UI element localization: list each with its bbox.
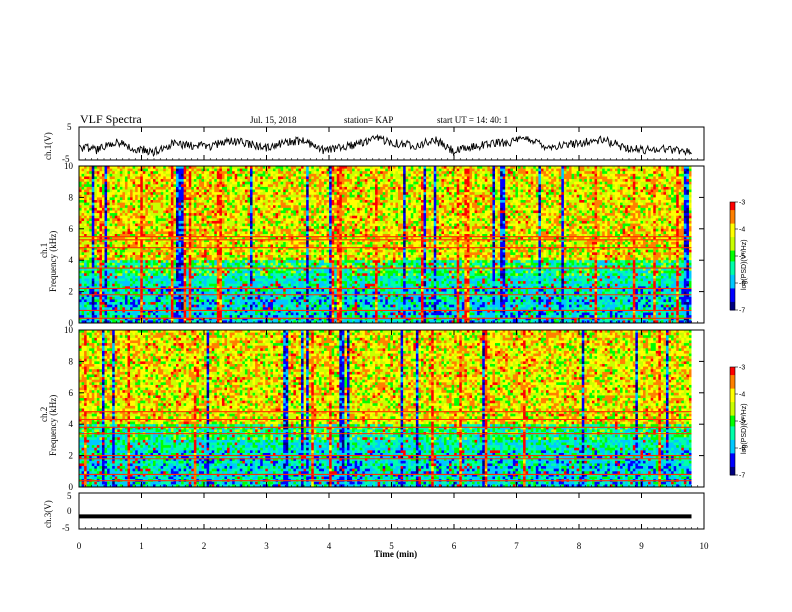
ch1-voltage-ylabel: ch.1(V) (43, 132, 53, 160)
ch2-ytick-label: 4 (69, 419, 74, 429)
start-time-label: start UT = 14: 40: 1 (437, 115, 508, 125)
ch2-colorbar-tick: -3 (739, 365, 745, 372)
ch2-ytick-label: 2 (69, 451, 74, 461)
ch1-ytick-label: 4 (69, 255, 74, 265)
ch3-voltage-panel: 5 0 -5 ch.3(V) (43, 491, 704, 533)
ch2-ytick-label: 8 (69, 356, 74, 366)
ch1-ytick-label: 2 (69, 287, 74, 297)
date-label: Jul. 15, 2018 (250, 115, 297, 125)
ch1-colorbar-label: log(PSD)(V²/Hz) (741, 239, 748, 290)
ch1-colorbar-tick: -3 (739, 200, 745, 207)
ch2-ytick-label: 10 (64, 325, 74, 335)
time-tick-label: 10 (700, 541, 710, 551)
ch3-ytick-mid: 0 (67, 506, 72, 516)
ch2-colorbar-tick: -4 (739, 392, 745, 399)
time-tick-label: 0 (77, 541, 82, 551)
time-tick-label: 9 (639, 541, 644, 551)
ch3-ytick-bottom: -5 (62, 523, 70, 533)
ch2-channel-label: ch.2 (39, 407, 49, 422)
ch2-spectrogram-heatmap (79, 330, 704, 487)
time-tick-label: 6 (452, 541, 457, 551)
ch2-ytick-label: 6 (69, 388, 74, 398)
figure-title: VLF Spectra (80, 112, 142, 126)
time-axis-label: Time (min) (374, 549, 417, 559)
station-label: station= KAP (344, 115, 393, 125)
ch1-voltage-panel: 5 -5 ch.1(V) (43, 122, 704, 164)
time-tick-label: 4 (327, 541, 332, 551)
ch2-colorbar-label: log(PSD)(V²/Hz) (741, 403, 748, 454)
ch3-ytick-top: 5 (67, 491, 72, 501)
ch3-voltage-ylabel: ch.3(V) (43, 500, 53, 528)
ch1-channel-label: ch.1 (39, 243, 49, 258)
ch1-colorbar-tick: -4 (739, 227, 745, 234)
ch1-colorbar-tick: -7 (739, 308, 745, 315)
time-tick-label: 2 (202, 541, 207, 551)
ch2-colorbar-tick: -7 (739, 473, 745, 480)
ch1-ytick-label: 8 (69, 192, 74, 202)
ch1-spectrogram-heatmap (79, 166, 704, 323)
ch1-ytick-label: 10 (64, 161, 74, 171)
ch1-ytick-top: 5 (67, 122, 72, 132)
ch1-freq-ylabel: Frequency (kHz) (48, 231, 58, 292)
time-tick-label: 8 (577, 541, 582, 551)
ch1-ytick-label: 6 (69, 224, 74, 234)
time-tick-label: 1 (139, 541, 144, 551)
time-tick-label: 7 (514, 541, 519, 551)
time-tick-label: 3 (264, 541, 269, 551)
ch2-freq-ylabel: Frequency (kHz) (48, 395, 58, 456)
